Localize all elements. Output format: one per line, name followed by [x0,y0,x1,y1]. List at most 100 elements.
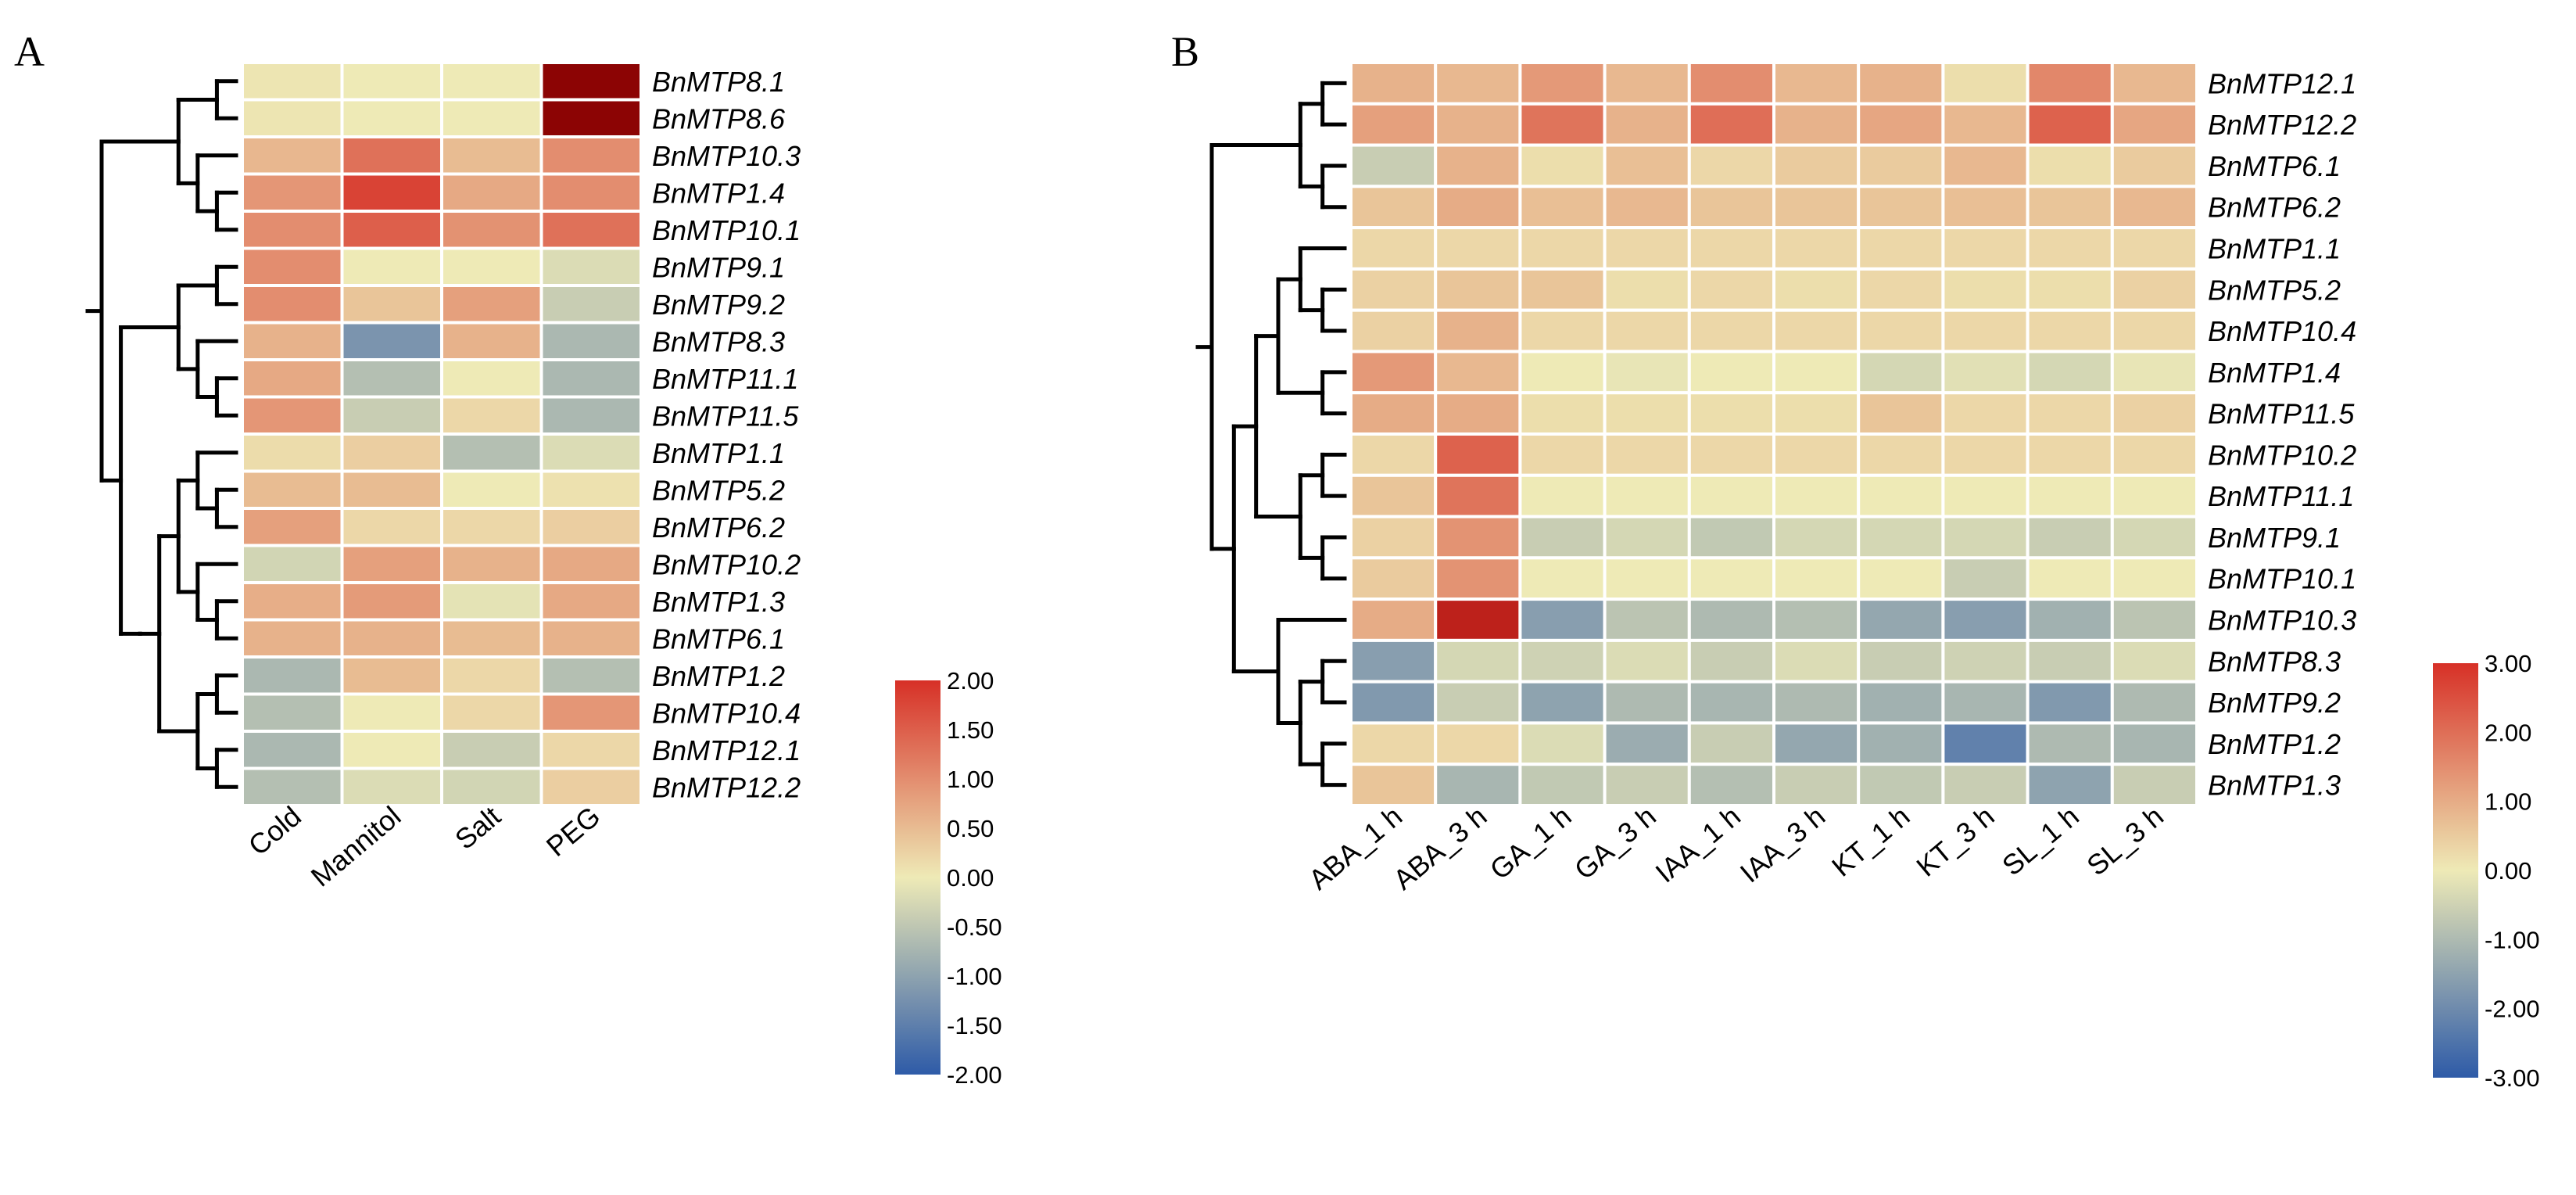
heatmap-cell [539,692,643,733]
column-label: PEG [540,800,607,863]
row-label: BnMTP8.3 [652,325,785,357]
heatmap-cell [1349,473,1438,519]
heatmap-cell [440,210,543,250]
heatmap-cell [1603,267,1691,312]
heatmap-cell [2110,721,2199,766]
heatmap-cell [241,692,344,733]
heatmap-cell [2110,598,2199,642]
heatmap-cell [1434,473,1522,519]
heatmap-cell [1687,598,1776,642]
heatmap-cell [1518,598,1607,642]
heatmap-cell [440,172,543,213]
heatmap-cell [1941,638,2030,684]
heatmap-cell [1518,143,1607,188]
heatmap-cell [440,98,543,138]
heatmap-cell [2026,185,2114,230]
heatmap-cell [1603,226,1691,271]
heatmap-cell [1349,185,1438,230]
heatmap-cell [539,358,643,399]
heatmap-cell [2110,473,2199,519]
heatmap-cell [539,395,643,436]
heatmap-cell [241,358,344,399]
heatmap-cell [1857,432,1945,477]
heatmap-cell [1518,226,1607,271]
heatmap-cell [1772,515,1861,560]
heatmap-cell [340,358,443,399]
legend-tick-label: 0.00 [2485,857,2531,885]
heatmap-cell [340,98,443,138]
heatmap-cell [2026,350,2114,395]
heatmap-cell [1941,680,2030,725]
heatmap-cell [1857,473,1945,519]
heatmap-cell [539,98,643,138]
heatmap-cell [1772,143,1861,188]
row-label: BnMTP12.2 [652,771,801,803]
heatmap-cell [2110,143,2199,188]
heatmap-cell [1941,721,2030,766]
heatmap-cell [1349,391,1438,436]
heatmap-cell [1857,763,1945,808]
panel-b-heatmap: BnMTP12.1 BnMTP12.2 BnMTP6.1 BnMTP6.2 BnMTP1… [1195,61,2540,1092]
heatmap-cell [1603,432,1691,477]
heatmap-cell [2110,556,2199,601]
heatmap-cell [1349,680,1438,725]
heatmap-cell [2110,267,2199,312]
heatmap-cell [1857,226,1945,271]
heatmap-cell [440,321,543,361]
heatmap-cell [1687,185,1776,230]
heatmap-cell [2110,226,2199,271]
heatmap-cell [1349,638,1438,684]
heatmap-cell [440,395,543,436]
heatmap-cell [1772,102,1861,147]
heatmap-cell [1518,308,1607,353]
heatmap-cell [241,172,344,213]
heatmap-cell [440,618,543,659]
heatmap-cell [440,730,543,770]
heatmap-cell [1603,185,1691,230]
row-label: BnMTP12.1 [2208,67,2356,99]
heatmap-cell [1603,515,1691,560]
row-label: BnMTP8.6 [652,102,786,135]
row-label: BnMTP6.2 [652,511,785,544]
heatmap-cell [1941,61,2030,106]
heatmap-cell [1518,61,1607,106]
heatmap-cell [1434,556,1522,601]
column-label: IAA_3 h [1734,800,1831,889]
row-label: BnMTP10.2 [2208,439,2356,471]
legend-tick-label: 0.00 [947,864,994,892]
heatmap-cell [1772,473,1861,519]
row-label: BnMTP9.1 [2208,522,2341,554]
heatmap-cell [2110,432,2199,477]
legend-tick-label: 1.00 [947,766,994,793]
row-label: BnMTP11.5 [2208,398,2355,430]
heatmap-cell [1941,185,2030,230]
heatmap-cell [1518,185,1607,230]
heatmap-cell [1434,721,1522,766]
heatmap-cell [1857,350,1945,395]
heatmap-cell [1603,143,1691,188]
color-legend-bar [2433,663,2478,1078]
heatmap-cell [1941,556,2030,601]
heatmap-cell [1434,267,1522,312]
column-label: Salt [449,800,507,856]
heatmap-cell [1434,638,1522,684]
column-label: Cold [242,800,307,862]
heatmap-cell [2026,598,2114,642]
row-label: BnMTP1.3 [652,586,785,618]
heatmap-cell [241,581,344,622]
heatmap-cell [1772,556,1861,601]
panel-a-heatmap: BnMTP8.1 BnMTP8.6 BnMTP10.3 BnMTP1.4 BnMTP10… [85,61,1002,1089]
row-label: BnMTP9.2 [2208,687,2341,719]
heatmap-cell [539,544,643,584]
heatmap-cell [539,507,643,547]
heatmap-cell [440,507,543,547]
heatmap-cell [1941,308,2030,353]
legend-tick-label: -2.00 [947,1061,1002,1089]
heatmap-cell [1687,432,1776,477]
heatmap-cell [1687,102,1776,147]
heatmap-cell [2026,432,2114,477]
heatmap-cell [539,766,643,807]
heatmap-cell [1349,350,1438,395]
heatmap-cell [241,210,344,250]
heatmap-cell [2110,185,2199,230]
